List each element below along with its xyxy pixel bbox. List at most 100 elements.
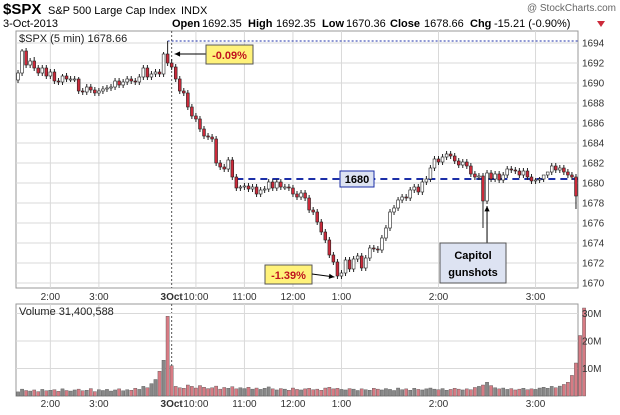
candle-body [262, 188, 267, 191]
candle-body [64, 75, 69, 80]
candle-body [275, 181, 279, 189]
candle [448, 151, 453, 159]
candle-body [420, 181, 425, 193]
volume-bar [238, 387, 243, 397]
candle [178, 76, 182, 94]
volume-bar [64, 390, 69, 397]
candle-body [533, 179, 538, 182]
candle [64, 73, 69, 82]
volume-bar [408, 390, 413, 397]
candle [72, 76, 77, 82]
volume-bar [161, 360, 166, 397]
candle-body [137, 76, 142, 83]
volume-bar [392, 390, 396, 397]
x-tick-label: 11:00 [232, 292, 257, 303]
candle [117, 78, 121, 88]
volume-bar [347, 388, 352, 397]
volume-bar [198, 385, 202, 397]
candle-body [541, 174, 546, 180]
candle [133, 78, 137, 85]
volume-bar [93, 391, 97, 397]
candle-body [238, 186, 243, 189]
candle-body [570, 174, 574, 178]
candle-body [210, 136, 214, 140]
volume-bar [396, 387, 400, 397]
candle-body [186, 92, 190, 108]
candle-body [335, 261, 340, 277]
candle-body [505, 168, 509, 176]
volume-bar [505, 389, 510, 397]
candle-body [299, 192, 303, 198]
volume-bar [121, 390, 125, 397]
candle-body [485, 172, 489, 202]
close-label: Close [390, 18, 420, 30]
candle [396, 197, 400, 211]
candle-body [465, 161, 469, 167]
candle [384, 225, 388, 241]
y-tick-label: 1692 [582, 59, 605, 70]
candle [347, 257, 352, 272]
volume-bar [194, 387, 198, 397]
candle [93, 87, 97, 96]
volume-bar [149, 383, 154, 397]
candle [28, 58, 32, 68]
candle [392, 205, 396, 215]
candle [566, 169, 570, 178]
volume-bar [129, 390, 134, 397]
annotation-open-drop: -0.09% [174, 44, 254, 65]
candle [101, 86, 105, 94]
volume-bar [72, 389, 77, 397]
volume-bar [210, 387, 214, 397]
volume-bar [258, 389, 263, 397]
candle-body [149, 73, 154, 78]
volume-bar [226, 388, 231, 397]
volume-bar [97, 389, 101, 397]
candle-body [291, 187, 295, 195]
candle [465, 159, 469, 169]
volume-bar [117, 388, 121, 397]
volume-bar [32, 389, 37, 397]
volume-bar [133, 388, 138, 397]
volume-bar [44, 390, 49, 397]
candle [275, 179, 279, 191]
candle [416, 184, 421, 195]
candle-body [428, 167, 433, 180]
volume-bar [541, 387, 546, 397]
candle [97, 88, 101, 96]
candle-body [93, 89, 97, 94]
candle [473, 171, 477, 180]
volume-bar [367, 390, 372, 397]
candle [105, 85, 109, 92]
candle [173, 64, 178, 82]
volume-bar [206, 388, 210, 397]
volume-bar [230, 386, 235, 397]
candle [404, 194, 408, 201]
volume-bar [517, 388, 522, 397]
open-label: Open [172, 18, 200, 30]
candle [485, 170, 489, 204]
high-value: 1692.35 [276, 18, 316, 30]
volume-bar [416, 389, 421, 397]
volume-bar [485, 382, 489, 397]
volume-bar [497, 388, 501, 397]
candle [194, 113, 198, 122]
volume-bar [432, 388, 437, 397]
y-tick-label: 1678 [582, 199, 605, 210]
candle-body [121, 81, 125, 86]
volume-bar [218, 388, 222, 397]
volume-bar [214, 385, 218, 397]
volume-bar [380, 389, 384, 397]
volume-bar [319, 390, 324, 397]
volume-bar [359, 388, 364, 397]
volume-bar [113, 389, 117, 397]
candle-body [307, 197, 311, 211]
candle-body [153, 71, 158, 75]
candle-body [566, 171, 570, 176]
volume-bar [76, 388, 81, 397]
candle-body [117, 80, 121, 86]
candle [364, 255, 368, 271]
volume-bar [355, 390, 360, 397]
candle [125, 76, 129, 85]
volume-bar [177, 387, 182, 397]
volume-bar [190, 386, 194, 397]
